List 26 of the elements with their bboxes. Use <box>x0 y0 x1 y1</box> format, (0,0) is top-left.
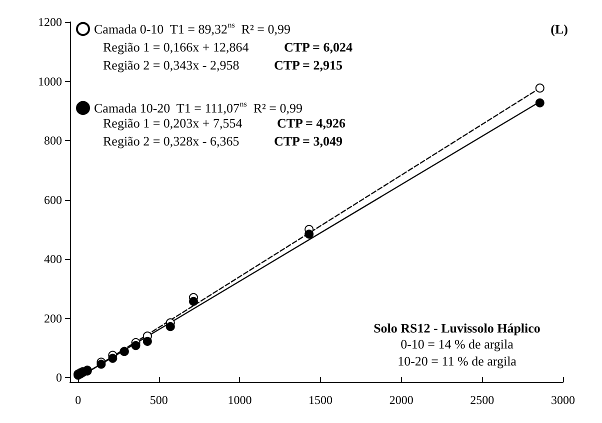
x-tick-label: 0 <box>75 393 82 407</box>
annotation: 0-10 = 14 % de argila <box>400 336 514 352</box>
annotation: CTP = 3,049 <box>274 134 343 148</box>
y-tick-label: 400 <box>44 252 62 266</box>
x-tick-label: 2500 <box>470 393 494 407</box>
y-tick-label: 600 <box>44 192 62 207</box>
x-tick-label: 1500 <box>308 393 333 407</box>
annotation: CTP = 6,024 <box>284 40 353 54</box>
x-tick-label: 1000 <box>228 393 252 407</box>
annotation: Região 2 = 0,343x - 2,958 <box>103 58 240 72</box>
annotation: Região 1 = 0,166x + 12,864 <box>103 40 250 54</box>
annotation: 10-20 = 11 % de argila <box>398 354 517 368</box>
annotation: CTP = 2,915 <box>274 58 343 72</box>
x-tick-label: 500 <box>150 393 168 407</box>
annotation: Região 2 = 0,328x - 6,365 <box>103 134 240 148</box>
annotation: Solo RS12 - Luvissolo Háplico <box>374 320 540 336</box>
y-tick-label: 200 <box>44 311 62 326</box>
x-tick-label: 3000 <box>551 393 575 407</box>
annotation: (L) <box>550 22 568 36</box>
annotation: Região 1 = 0,203x + 7,554 <box>103 116 243 130</box>
y-tick-label: 0 <box>56 370 62 385</box>
y-tick-label: 800 <box>44 134 62 148</box>
y-tick-label: 1000 <box>38 74 62 88</box>
x-tick-label: 2000 <box>389 393 414 407</box>
y-tick-label: 1200 <box>38 15 62 29</box>
annotation: CTP = 4,926 <box>277 116 346 130</box>
